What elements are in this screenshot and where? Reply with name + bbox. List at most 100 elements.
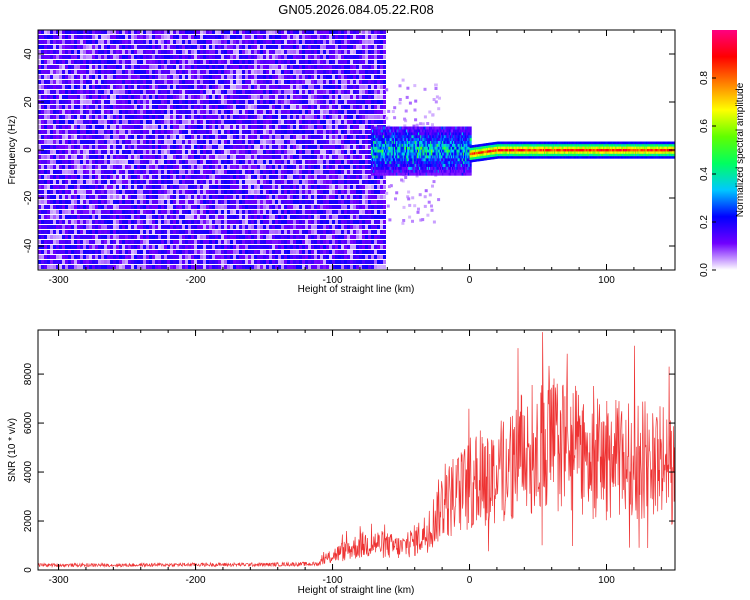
heatmap-cell <box>269 205 272 209</box>
heatmap-cell <box>53 30 56 34</box>
heatmap-cell <box>311 170 314 174</box>
heatmap-cell <box>272 135 275 139</box>
heatmap-cell <box>236 95 239 99</box>
heatmap-cell <box>158 120 161 124</box>
heatmap-cell <box>65 140 68 144</box>
heatmap-cell <box>308 75 311 79</box>
heatmap-cell <box>191 145 194 149</box>
heatmap-cell <box>47 185 50 189</box>
heatmap-cell <box>104 125 107 129</box>
heatmap-cell <box>302 210 305 214</box>
heatmap-cell <box>56 195 59 199</box>
heatmap-cell <box>110 120 113 124</box>
heatmap-cell <box>152 185 155 189</box>
heatmap-cell <box>101 85 104 89</box>
heatmap-cell <box>227 210 230 214</box>
heatmap-cell <box>203 95 206 99</box>
heatmap-cell <box>38 245 41 249</box>
heatmap-cell <box>158 55 161 59</box>
heatmap-cell <box>293 50 296 54</box>
heatmap-cell <box>74 180 77 184</box>
heatmap-cell <box>158 40 161 44</box>
heatmap-cell <box>293 240 296 244</box>
heatmap-cell <box>119 100 122 104</box>
heatmap-cell <box>128 115 131 119</box>
heatmap-cell <box>317 155 320 159</box>
heatmap-cell <box>344 155 347 159</box>
heatmap-cell <box>221 110 224 114</box>
heatmap-cell <box>89 85 92 89</box>
heatmap-cell <box>59 260 62 264</box>
heatmap-cell <box>161 205 164 209</box>
heatmap-cell <box>206 145 209 149</box>
heatmap-cell <box>197 35 200 39</box>
heatmap-cell <box>263 30 266 34</box>
heatmap-cell <box>245 235 248 239</box>
heatmap-cell <box>185 50 188 54</box>
heatmap-cell <box>194 185 197 189</box>
heatmap-cell <box>68 180 71 184</box>
heatmap-cell <box>113 85 116 89</box>
heatmap-cell <box>194 130 197 134</box>
heatmap-cell <box>143 65 146 69</box>
heatmap-cell <box>188 245 191 249</box>
heatmap-cell <box>332 80 335 84</box>
heatmap-cell <box>155 165 158 169</box>
heatmap-cell <box>209 165 212 169</box>
heatmap-cell <box>77 215 80 219</box>
heatmap-cell <box>344 120 347 124</box>
heatmap-cell <box>80 105 83 109</box>
heatmap-cell <box>347 230 350 234</box>
heatmap-cell <box>326 185 329 189</box>
heatmap-cell <box>212 105 215 109</box>
heatmap-cell <box>296 240 299 244</box>
heatmap-cell <box>305 180 308 184</box>
heatmap-cell <box>71 205 74 209</box>
heatmap-cell <box>215 220 218 224</box>
heatmap-cell <box>239 245 242 249</box>
heatmap-cell <box>347 85 350 89</box>
heatmap-cell <box>194 155 197 159</box>
heatmap-cell <box>137 35 140 39</box>
heatmap-cell <box>197 90 200 94</box>
heatmap-cell <box>89 45 92 49</box>
heatmap-cell <box>53 40 56 44</box>
heatmap-cell <box>215 215 218 219</box>
heatmap-cell <box>140 185 143 189</box>
heatmap-cell <box>173 35 176 39</box>
heatmap-cell <box>287 215 290 219</box>
heatmap-cell <box>182 55 185 59</box>
heatmap-cell <box>62 230 65 234</box>
heatmap-cell <box>41 60 44 64</box>
heatmap-cell <box>335 110 338 114</box>
heatmap-cell <box>122 170 125 174</box>
heatmap-cell <box>143 185 146 189</box>
heatmap-cell <box>152 265 155 269</box>
heatmap-cell <box>224 260 227 264</box>
heatmap-cell <box>53 45 56 49</box>
heatmap-cell <box>215 45 218 49</box>
heatmap-cell <box>326 40 329 44</box>
heatmap-cell <box>308 35 311 39</box>
heatmap-cell <box>128 55 131 59</box>
heatmap-cell <box>332 75 335 79</box>
heatmap-cell <box>197 30 200 34</box>
heatmap-cell <box>221 235 224 239</box>
heatmap-cell <box>263 265 266 269</box>
heatmap-cell <box>242 95 245 99</box>
heatmap-cell <box>182 85 185 89</box>
heatmap-cell <box>242 60 245 64</box>
heatmap-cell <box>344 250 347 254</box>
heatmap-cell <box>173 85 176 89</box>
heatmap-cell <box>317 205 320 209</box>
heatmap-cell <box>233 115 236 119</box>
heatmap-cell <box>59 115 62 119</box>
heatmap-cell <box>272 100 275 104</box>
heatmap-cell <box>161 190 164 194</box>
heatmap-cell <box>335 175 338 179</box>
heatmap-cell <box>269 150 272 154</box>
heatmap-cell <box>287 75 290 79</box>
heatmap-cell <box>326 30 329 34</box>
heatmap-cell <box>269 175 272 179</box>
heatmap-cell <box>254 205 257 209</box>
